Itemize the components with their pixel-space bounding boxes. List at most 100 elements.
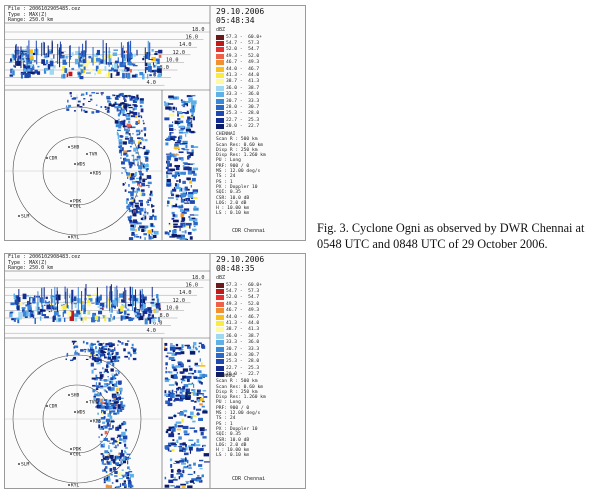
echo-cell <box>33 295 36 298</box>
echo-cell <box>170 374 176 379</box>
legend-row: 28.0 - 30.7 <box>216 104 278 110</box>
echo-cell <box>186 119 190 124</box>
echo-cell <box>112 383 116 387</box>
echo-cell <box>89 344 93 348</box>
echo-cell <box>104 315 107 322</box>
echo-cell <box>132 99 138 103</box>
echo-cell <box>29 311 32 318</box>
echo-cell <box>122 475 125 478</box>
echo-cell <box>184 149 190 151</box>
echo-cell <box>83 348 87 351</box>
echo-cell <box>167 398 173 401</box>
echo-cell <box>191 478 198 481</box>
echo-cell <box>132 204 134 208</box>
echo-cell <box>179 135 183 140</box>
echo-cell <box>141 216 145 219</box>
echo-cell <box>77 73 82 75</box>
echo-cell <box>174 354 177 356</box>
echo-cell <box>171 204 177 208</box>
radar-parameters: CHENNAI Scan R : 500 km Scan Res: 0.60 k… <box>216 374 266 459</box>
echo-cell <box>104 106 107 108</box>
echo-cell <box>72 289 74 303</box>
echo-cell <box>97 306 103 308</box>
echo-cell <box>79 73 84 80</box>
echo-cell <box>17 318 20 324</box>
legend-label: 41.3 - 44.0 <box>226 321 260 327</box>
echo-cell <box>127 351 131 355</box>
echo-cell <box>158 54 162 58</box>
echo-cell <box>130 68 132 73</box>
legend-label: 52.0 - 54.7 <box>226 47 260 53</box>
legend-label: 22.7 - 25.3 <box>226 117 260 123</box>
echo-cell <box>173 138 176 141</box>
height-label: 14.0 <box>179 290 192 296</box>
echo-cell <box>129 165 132 169</box>
echo-cell <box>110 359 113 363</box>
echo-cell <box>111 353 114 355</box>
echo-cell <box>103 371 106 373</box>
legend-label: 57.3 - 60.0+ <box>226 34 262 40</box>
echo-cell <box>122 109 125 111</box>
echo-cell <box>175 107 177 111</box>
echo-cell <box>116 387 119 392</box>
echo-cell <box>115 372 117 376</box>
echo-cell <box>67 311 72 317</box>
echo-cell <box>180 234 185 238</box>
echo-cell <box>121 299 123 301</box>
echo-cell <box>22 61 25 66</box>
legend-swatch <box>216 117 224 123</box>
echo-cell <box>190 94 196 97</box>
echo-cell <box>139 176 142 180</box>
echo-cell <box>10 58 14 62</box>
echo-cell <box>189 108 195 113</box>
echo-cell <box>111 64 114 70</box>
echo-cell <box>109 415 113 420</box>
legend-label: 28.0 - 30.7 <box>226 352 260 358</box>
echo-cell <box>188 439 194 441</box>
echo-cell <box>188 365 191 368</box>
echo-cell <box>117 344 119 346</box>
echo-cell <box>124 446 128 449</box>
echo-cell <box>110 97 112 100</box>
echo-cell <box>178 476 181 480</box>
echo-cell <box>149 70 154 73</box>
echo-cell <box>142 214 147 217</box>
echo-cell <box>179 238 181 240</box>
echo-cell <box>21 50 24 54</box>
echo-cell <box>139 315 144 321</box>
echo-cell <box>142 138 144 142</box>
echo-cell <box>177 110 179 115</box>
echo-cell <box>143 127 147 131</box>
echo-cell <box>113 396 117 400</box>
echo-cell <box>124 428 127 432</box>
echo-cell <box>62 311 64 317</box>
echo-cell <box>121 121 126 125</box>
echo-cell <box>125 107 128 109</box>
echo-cell <box>124 451 127 454</box>
echo-cell <box>105 107 107 109</box>
echo-cell <box>142 303 146 310</box>
echo-cell <box>124 484 127 487</box>
echo-cell <box>36 47 38 65</box>
echo-cell <box>51 42 53 54</box>
echo-cell <box>143 240 147 241</box>
echo-cell <box>126 457 131 459</box>
echo-cell <box>181 231 185 233</box>
echo-cell <box>91 369 94 374</box>
echo-cell <box>17 46 19 64</box>
echo-cell <box>119 341 121 343</box>
echo-cell <box>100 426 104 430</box>
echo-cell <box>103 315 105 319</box>
echo-cell <box>187 359 191 363</box>
echo-cell <box>123 310 127 315</box>
echo-cell <box>27 69 31 72</box>
echo-cell <box>115 124 121 128</box>
echo-cell <box>127 203 133 207</box>
echo-cell <box>190 120 193 124</box>
echo-cell <box>74 352 79 355</box>
echo-cell <box>125 316 129 319</box>
echo-cell <box>142 57 145 61</box>
echo-cell <box>35 306 38 312</box>
echo-cell <box>164 476 167 480</box>
echo-cell <box>136 155 141 159</box>
